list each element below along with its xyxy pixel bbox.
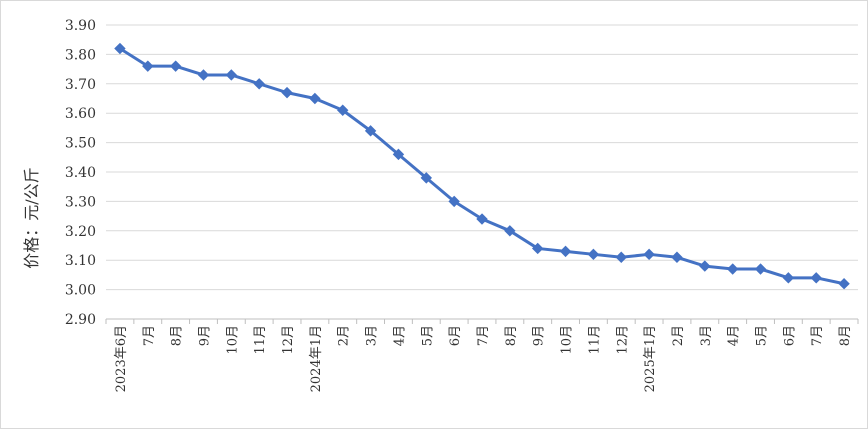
data-point-marker: [531, 242, 544, 255]
data-point-marker: [197, 69, 210, 81]
x-axis: 2023年6月 7月 8月 9月 10月 11月 12月 2024年1月 2月 3月 4月 5月 6月 7…: [105, 318, 859, 392]
x-tick-label: 3月: [699, 325, 714, 346]
data-point-marker: [169, 60, 182, 72]
x-tick-label: 5月: [420, 325, 435, 346]
data-point-marker: [838, 278, 850, 290]
series-layer: [114, 42, 850, 290]
data-point-marker: [392, 148, 405, 161]
x-tick-label: 10月: [225, 325, 240, 355]
data-point-marker: [114, 42, 126, 55]
x-tick-label: 10月: [560, 325, 575, 355]
y-tick-label: 3.60: [65, 106, 96, 122]
x-tick-label: 8月: [170, 325, 185, 346]
y-axis-label: 价格：元/公斤: [22, 167, 41, 268]
data-point-marker: [810, 272, 822, 284]
data-point-marker: [309, 92, 321, 105]
x-tick-label: 12月: [281, 325, 296, 355]
x-tick-label: 2月: [337, 325, 352, 346]
data-point-marker: [754, 263, 767, 275]
x-tick-label: 2025年1月: [643, 325, 658, 392]
y-tick-label: 3.00: [65, 283, 96, 299]
x-tick-label: 7月: [142, 325, 157, 346]
x-tick-label: 12月: [615, 325, 630, 355]
data-point-marker: [504, 225, 516, 237]
x-tick-label: 5月: [755, 325, 770, 346]
x-tick-label: 2023年6月: [114, 325, 129, 392]
data-point-marker: [364, 125, 377, 137]
data-point-marker: [142, 60, 154, 72]
data-point-marker: [726, 263, 739, 275]
data-point-marker: [337, 104, 349, 116]
data-point-marker: [281, 86, 293, 99]
x-tick-label: 2月: [671, 325, 686, 346]
y-tick-label: 3.10: [65, 253, 96, 269]
data-point-marker: [559, 245, 572, 258]
x-tick-label: 8月: [504, 325, 519, 346]
y-tick-label: 2.90: [65, 312, 96, 328]
x-tick-label: 7月: [476, 325, 491, 346]
x-tick-label: 9月: [197, 325, 212, 346]
x-tick-label: 4月: [727, 325, 742, 346]
data-point-marker: [420, 172, 433, 184]
gridlines: [106, 24, 858, 320]
data-point-marker: [671, 251, 683, 263]
data-point-marker: [476, 213, 488, 225]
y-tick-label: 3.20: [65, 224, 96, 240]
data-point-marker: [782, 272, 795, 284]
y-tick-label: 3.40: [65, 165, 96, 181]
data-point-marker: [615, 251, 627, 263]
x-tick-label: 7月: [810, 325, 825, 346]
y-tick-label: 3.50: [65, 136, 96, 152]
x-tick-label: 6月: [448, 325, 463, 346]
data-point-marker: [225, 69, 238, 81]
x-tick-label: 4月: [392, 325, 407, 346]
data-point-marker: [643, 248, 655, 261]
x-tick-label: 8月: [838, 325, 853, 346]
x-tick-label: 11月: [587, 325, 602, 355]
data-point-marker: [699, 260, 711, 272]
data-point-marker: [448, 195, 460, 208]
y-tick-label: 3.80: [65, 47, 96, 63]
y-tick-label: 3.70: [65, 77, 96, 93]
y-tick-label: 3.30: [65, 194, 96, 210]
x-tick-label: 3月: [365, 325, 380, 346]
x-tick-label: 9月: [532, 325, 547, 346]
y-axis: 2.90 3.00 3.10 3.20 3.30 3.40 3.50 3.60 3.70 3.80…: [65, 18, 96, 328]
data-point-marker: [587, 248, 600, 261]
x-tick-label: 2024年1月: [309, 325, 324, 392]
x-tick-label: 6月: [782, 325, 797, 346]
x-tick-label: 11月: [253, 325, 268, 355]
data-point-marker: [253, 78, 265, 90]
y-tick-label: 3.90: [65, 18, 96, 34]
